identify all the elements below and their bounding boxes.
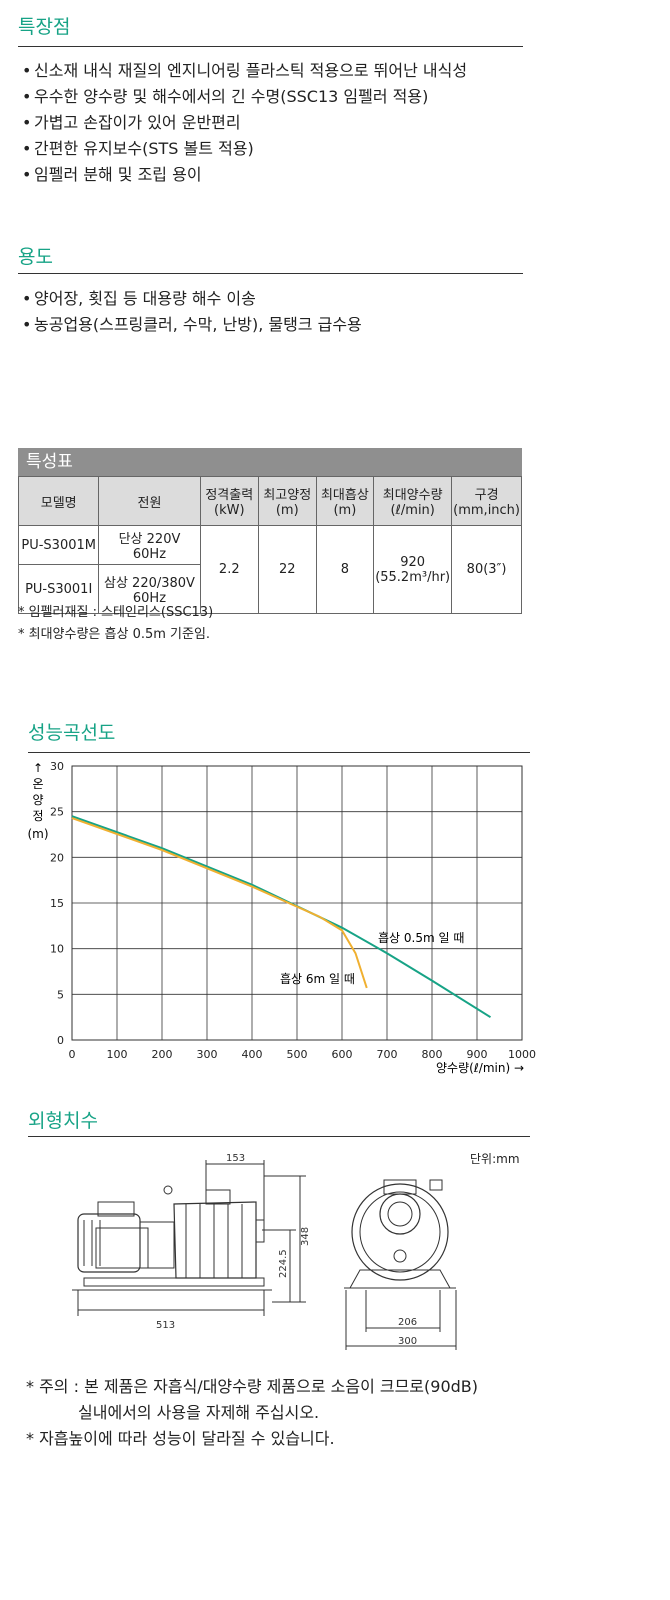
dim-513: 513 bbox=[156, 1320, 175, 1331]
dim-348: 348 bbox=[300, 1227, 311, 1246]
x-tick-label: 600 bbox=[332, 1048, 353, 1061]
y-tick-label: 15 bbox=[50, 897, 64, 910]
caution-line: 실내에서의 사용을 자제해 주십시오. bbox=[78, 1403, 320, 1422]
x-tick-label: 500 bbox=[287, 1048, 308, 1061]
series-line-suction-0-5m bbox=[71, 815, 492, 1019]
y-label-char: 정 bbox=[32, 809, 43, 823]
bore-cell: 80(3″) bbox=[451, 525, 522, 614]
y-tick-label: 30 bbox=[50, 760, 64, 773]
list-item: 신소재 내식 재질의 엔지니어링 플라스틱 적용으로 뛰어난 내식성 bbox=[22, 58, 492, 84]
max-flow-alt: (55.2m³/hr) bbox=[375, 569, 451, 585]
usage-list: 양어장, 횟집 등 대용량 해수 이송 농공업용(스프링클러, 수막, 난방),… bbox=[22, 286, 522, 338]
divider bbox=[28, 752, 530, 753]
spec-table: 모델명 전원 정격출력 (kW) 최고양정 (m) 최대흡상 (m) 최대양수량… bbox=[17, 476, 522, 614]
list-item: 임펠러 분해 및 조립 용이 bbox=[22, 162, 492, 188]
model-cell: PU-S3001I bbox=[17, 564, 100, 614]
dim-153: 153 bbox=[226, 1153, 245, 1164]
list-item: 우수한 양수량 및 해수에서의 긴 수명(SSC13 임펠러 적용) bbox=[22, 84, 492, 110]
x-tick-label: 800 bbox=[422, 1048, 443, 1061]
spec-title-band: 특성표 bbox=[18, 448, 522, 476]
dimensions-title: 외형치수 bbox=[28, 1110, 98, 1132]
series-line-suction-6m bbox=[71, 817, 368, 989]
features-list: 신소재 내식 재질의 엔지니어링 플라스틱 적용으로 뛰어난 내식성 우수한 양… bbox=[22, 58, 492, 188]
max-flow-value: 920 bbox=[400, 554, 426, 570]
caution-line: * 주의 : 본 제품은 자흡식/대양수량 제품으로 소음이 크므로(90dB) bbox=[26, 1377, 479, 1396]
spec-title: 특성표 bbox=[26, 452, 73, 472]
list-item: 가볍고 손잡이가 있어 운반편리 bbox=[22, 110, 492, 136]
model-cell: PU-S3001M bbox=[17, 525, 100, 565]
output-cell: 2.2 bbox=[199, 525, 259, 614]
y-tick-label: 0 bbox=[57, 1034, 64, 1047]
pump-side-view bbox=[72, 1160, 306, 1316]
y-tick-label: 10 bbox=[50, 943, 64, 956]
performance-title: 성능곡선도 bbox=[28, 722, 116, 744]
y-label-arrow: ↑ bbox=[33, 761, 43, 775]
list-item: 양어장, 횟집 등 대용량 해수 이송 bbox=[22, 286, 522, 312]
x-tick-label: 1000 bbox=[508, 1048, 536, 1061]
header-cell: 정격출력 (kW) bbox=[199, 476, 259, 526]
table-row: PU-S3001M 단상 220V 60Hz 2.2 22 8 920 (55.2… bbox=[17, 525, 522, 614]
curve-label-b: 흡상 6m 일 때 bbox=[280, 972, 355, 986]
y-label-char: 양 bbox=[32, 793, 43, 807]
pump-front-view bbox=[344, 1179, 457, 1350]
y-label-char: 온 bbox=[32, 777, 43, 791]
header-cell: 최고양정 (m) bbox=[257, 476, 317, 526]
divider bbox=[18, 46, 523, 47]
y-label-unit: (m) bbox=[27, 827, 48, 841]
dim-300: 300 bbox=[398, 1336, 417, 1347]
list-item: 농공업용(스프링클러, 수막, 난방), 물탱크 급수용 bbox=[22, 312, 522, 338]
x-tick-label: 400 bbox=[242, 1048, 263, 1061]
header-cell: 최대양수량 (ℓ/min) bbox=[373, 476, 453, 526]
x-tick-label: 700 bbox=[377, 1048, 398, 1061]
dim-206: 206 bbox=[398, 1317, 417, 1328]
x-tick-label: 300 bbox=[197, 1048, 218, 1061]
power-cell: 삼상 220/380V 60Hz bbox=[98, 564, 201, 614]
max-head-cell: 22 bbox=[257, 525, 317, 614]
header-cell: 구경 (mm,inch) bbox=[451, 476, 522, 526]
y-tick-label: 5 bbox=[57, 988, 64, 1001]
x-axis-label: 양수량(ℓ/min) → bbox=[436, 1061, 524, 1075]
dimension-drawing: 153 513 348 224.5 206 300 bbox=[72, 1153, 457, 1350]
x-tick-label: 0 bbox=[69, 1048, 76, 1061]
max-flow-cell: 920 (55.2m³/hr) bbox=[373, 525, 453, 614]
y-tick-label: 20 bbox=[50, 851, 64, 864]
dim-224-5: 224.5 bbox=[278, 1249, 289, 1278]
x-tick-label: 200 bbox=[152, 1048, 173, 1061]
header-cell: 전원 bbox=[98, 476, 201, 526]
features-title: 특장점 bbox=[18, 16, 71, 38]
x-tick-label: 900 bbox=[467, 1048, 488, 1061]
table-row: PU-S3001I 삼상 220/380V 60Hz bbox=[17, 564, 522, 614]
unit-label: 단위:mm bbox=[470, 1152, 520, 1166]
header-cell: 최대흡상 (m) bbox=[315, 476, 375, 526]
usage-title: 용도 bbox=[18, 246, 53, 268]
list-item: 간편한 유지보수(STS 볼트 적용) bbox=[22, 136, 492, 162]
spec-header-row: 모델명 전원 정격출력 (kW) 최고양정 (m) 최대흡상 (m) 최대양수량… bbox=[17, 476, 522, 526]
performance-chart: ↑ 온 양 정 (m) 0 100 200 300 400 500 600 700 800 900… bbox=[27, 760, 536, 1075]
caution-line: * 자흡높이에 따라 성능이 달라질 수 있습니다. bbox=[26, 1429, 335, 1448]
y-tick-label: 25 bbox=[50, 806, 64, 819]
power-cell: 단상 220V 60Hz bbox=[98, 525, 201, 565]
spec-note: * 최대양수량은 흡상 0.5m 기준임. bbox=[18, 627, 211, 642]
divider bbox=[18, 273, 523, 274]
divider bbox=[28, 1136, 530, 1137]
header-cell: 모델명 bbox=[17, 476, 100, 526]
spec-note: * 임펠러재질 : 스테인리스(SSC13) bbox=[18, 605, 214, 620]
curve-label-a: 흡상 0.5m 일 때 bbox=[378, 931, 464, 945]
x-tick-label: 100 bbox=[107, 1048, 128, 1061]
max-suction-cell: 8 bbox=[315, 525, 375, 614]
